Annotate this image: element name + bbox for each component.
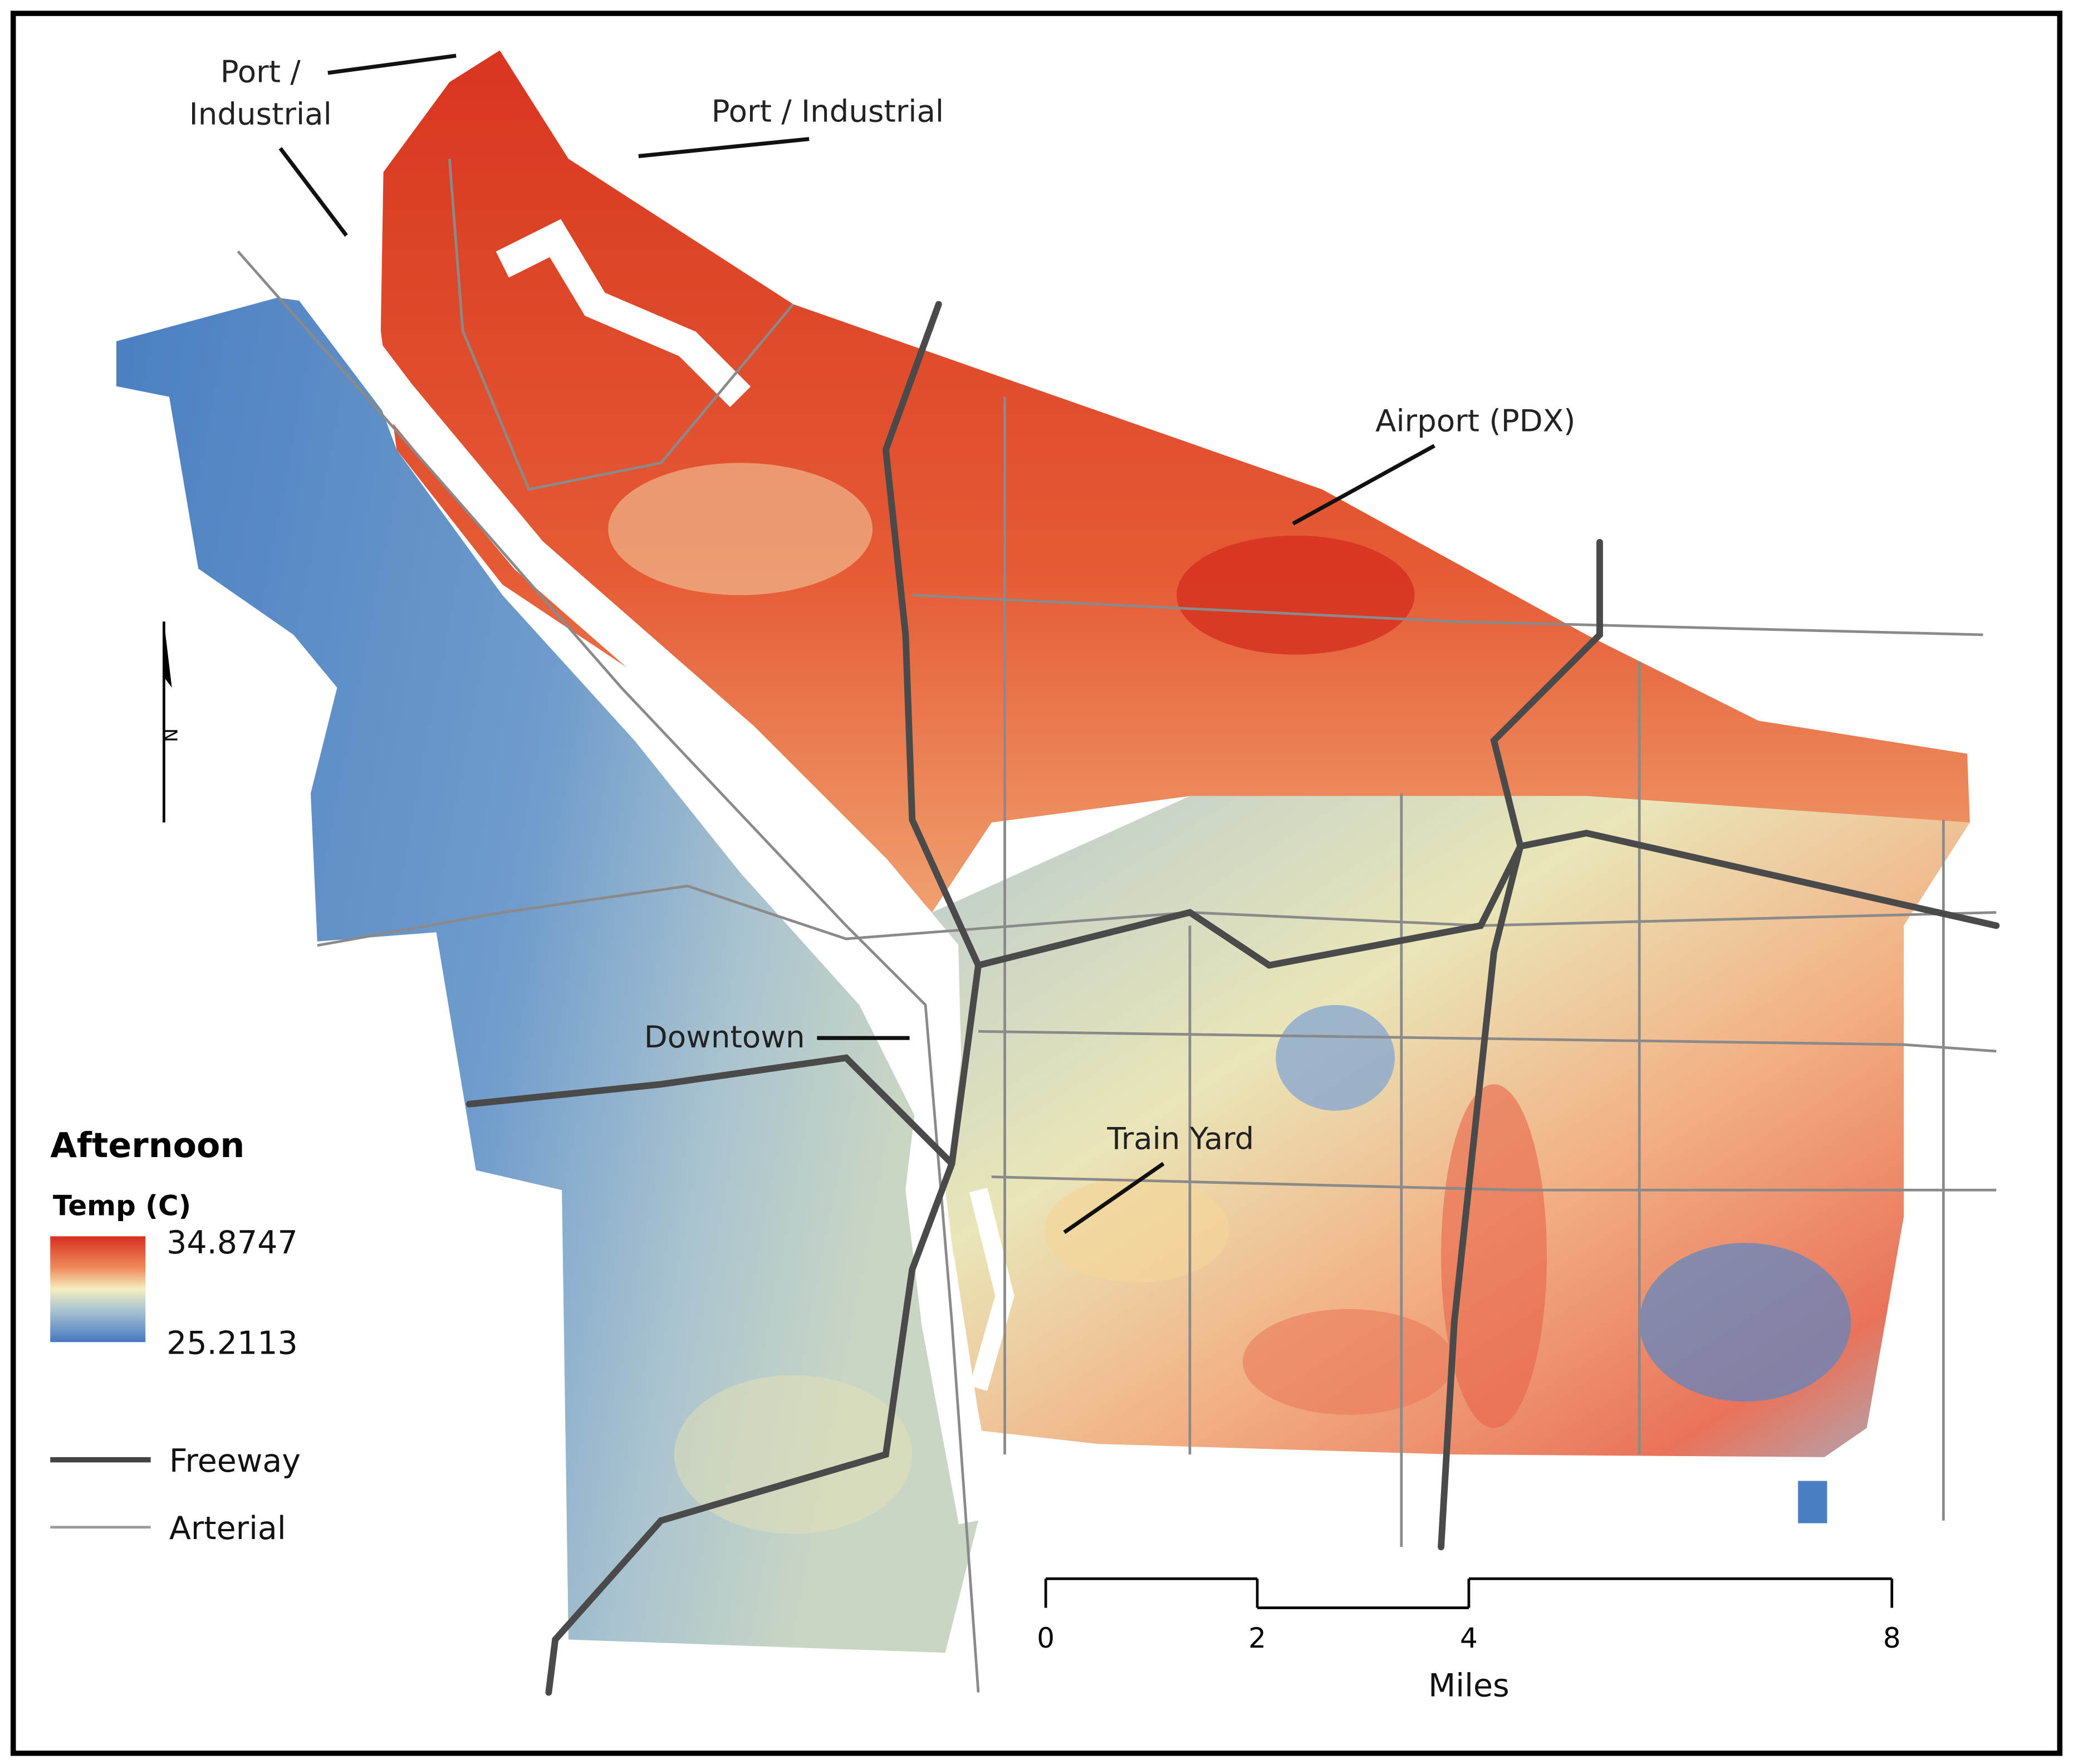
scale-tick-label: 2 bbox=[1248, 1622, 1266, 1654]
temperature-surface bbox=[116, 50, 1970, 1653]
leader-line bbox=[638, 137, 810, 159]
leader-line bbox=[327, 53, 457, 75]
scale-tick-label: 8 bbox=[1883, 1622, 1901, 1654]
annotation: Industrial bbox=[189, 96, 332, 131]
annotation: Port / bbox=[220, 54, 301, 90]
annotation: Port / Industrial bbox=[712, 94, 944, 129]
roads bbox=[237, 159, 2000, 1696]
legend: Afternoon Temp (C) 34.8747 25.2113 Freew… bbox=[50, 1125, 301, 1547]
legend-max: 34.8747 bbox=[166, 1224, 298, 1261]
annotations: Port / Industrial Port / Industrial Airp… bbox=[189, 53, 1575, 1234]
scale-tick-label: 0 bbox=[1037, 1622, 1055, 1654]
scale-unit: Miles bbox=[1428, 1668, 1510, 1704]
color-ramp bbox=[50, 1236, 146, 1342]
north-arrow: N bbox=[159, 621, 181, 823]
annotation: Airport (PDX) bbox=[1375, 403, 1575, 438]
annotation: Train Yard bbox=[1106, 1121, 1254, 1157]
legend-title: Afternoon bbox=[50, 1125, 244, 1165]
leader-line bbox=[1292, 444, 1435, 526]
legend-label: Freeway bbox=[169, 1443, 301, 1479]
legend-min: 25.2113 bbox=[166, 1325, 298, 1362]
leader-line bbox=[278, 147, 348, 237]
annotation: Downtown bbox=[644, 1019, 805, 1055]
scale-tick-label: 4 bbox=[1460, 1622, 1478, 1654]
leader-line bbox=[1063, 1162, 1165, 1234]
legend-label: Arterial bbox=[169, 1510, 286, 1547]
legend-subtitle: Temp (C) bbox=[53, 1189, 191, 1222]
scale-bar: Miles 0 2 4 8 bbox=[1037, 1577, 1901, 1704]
north-label: N bbox=[159, 728, 181, 742]
